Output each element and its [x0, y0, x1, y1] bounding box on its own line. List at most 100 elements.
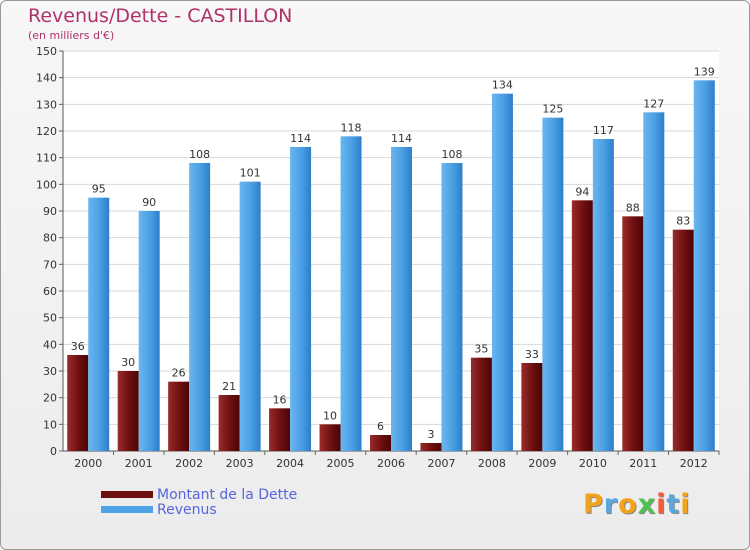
data-label-dette: 6: [377, 420, 384, 433]
bar-revenus: [88, 197, 110, 451]
data-label-dette: 33: [525, 348, 539, 361]
x-tick-label: 2002: [175, 457, 203, 470]
bar-revenus: [189, 163, 211, 451]
y-tick-label: 130: [36, 98, 57, 111]
x-tick-label: 2006: [377, 457, 405, 470]
bar-dette: [571, 200, 593, 451]
data-label-dette: 36: [71, 340, 85, 353]
bar-revenus: [138, 211, 160, 451]
data-label-revenus: 117: [593, 124, 614, 137]
proxiti-logo: Proxiti: [583, 489, 691, 520]
bar-revenus: [239, 181, 261, 451]
legend-label-revenus: Revenus: [157, 501, 217, 518]
data-label-dette: 35: [474, 343, 488, 356]
bar-revenus: [491, 93, 513, 452]
chart-subtitle: (en milliers d'€): [28, 29, 115, 42]
y-tick-label: 110: [36, 152, 57, 165]
y-tick-label: 100: [36, 178, 57, 191]
bar-revenus: [693, 80, 715, 451]
data-label-dette: 21: [222, 380, 236, 393]
legend-swatch-revenus: [101, 506, 153, 513]
y-tick-label: 0: [50, 445, 57, 458]
x-tick-label: 2011: [629, 457, 657, 470]
legend-swatch-dette: [101, 491, 153, 498]
bar-dette: [622, 216, 644, 451]
data-label-dette: 16: [273, 393, 287, 406]
data-label-revenus: 95: [92, 183, 106, 196]
y-tick-label: 20: [43, 392, 57, 405]
data-label-revenus: 125: [542, 103, 563, 116]
data-label-revenus: 90: [142, 196, 156, 209]
bar-dette: [470, 357, 492, 451]
bar-revenus: [643, 112, 665, 451]
x-tick-label: 2005: [327, 457, 355, 470]
logo-letter: o: [618, 489, 638, 520]
legend-item-dette: Montant de la Dette: [101, 486, 298, 503]
x-tick-label: 2007: [427, 457, 455, 470]
chart-legend: Montant de la Dette Revenus: [101, 486, 298, 518]
y-tick-label: 80: [43, 232, 57, 245]
y-tick-label: 60: [43, 285, 57, 298]
data-label-revenus: 114: [290, 132, 311, 145]
data-label-dette: 26: [172, 367, 186, 380]
logo-letter: i: [656, 489, 667, 520]
chart-title: Revenus/Dette - CASTILLON: [28, 5, 293, 27]
x-tick-label: 2012: [680, 457, 708, 470]
data-label-revenus: 114: [391, 132, 412, 145]
bar-dette: [67, 355, 89, 451]
bar-revenus: [542, 117, 564, 452]
logo-letter: t: [666, 489, 681, 520]
bar-dette: [218, 395, 240, 451]
data-label-revenus: 101: [240, 167, 261, 180]
y-tick-label: 10: [43, 418, 57, 431]
logo-letter: r: [603, 489, 619, 520]
data-label-revenus: 118: [341, 121, 362, 134]
y-tick-label: 150: [36, 45, 57, 58]
data-label-revenus: 108: [189, 148, 210, 161]
bar-dette: [370, 435, 391, 451]
y-tick-label: 30: [43, 365, 57, 378]
bar-dette: [672, 229, 694, 451]
data-label-revenus: 139: [694, 65, 715, 78]
data-label-dette: 94: [575, 185, 589, 198]
y-tick-label: 70: [43, 258, 57, 271]
bar-dette: [319, 424, 341, 451]
data-label-dette: 83: [676, 215, 690, 228]
bar-dette: [117, 371, 139, 451]
bar-revenus: [441, 163, 463, 451]
x-tick-label: 2009: [528, 457, 556, 470]
bar-dette: [420, 443, 442, 451]
bar-revenus: [340, 136, 362, 452]
y-tick-label: 40: [43, 338, 57, 351]
bar-dette: [269, 408, 291, 451]
y-tick-label: 140: [36, 72, 57, 85]
data-label-dette: 30: [121, 356, 135, 369]
x-tick-label: 2000: [74, 457, 102, 470]
data-label-dette: 88: [626, 201, 640, 214]
x-tick-label: 2004: [276, 457, 304, 470]
x-tick-label: 2001: [125, 457, 153, 470]
bar-dette: [521, 363, 543, 451]
x-tick-label: 2010: [579, 457, 607, 470]
data-label-revenus: 127: [643, 97, 664, 110]
legend-label-dette: Montant de la Dette: [157, 486, 298, 503]
data-label-revenus: 134: [492, 79, 513, 92]
y-tick-label: 90: [43, 205, 57, 218]
y-tick-label: 120: [36, 125, 57, 138]
logo-letter: i: [680, 489, 691, 520]
data-label-dette: 3: [427, 428, 434, 441]
x-tick-label: 2003: [226, 457, 254, 470]
y-tick-label: 50: [43, 312, 57, 325]
data-label-revenus: 108: [441, 148, 462, 161]
bar-revenus: [592, 139, 614, 451]
logo-letter: P: [583, 489, 604, 520]
bar-dette: [168, 381, 190, 451]
data-label-dette: 10: [323, 409, 337, 422]
logo-letter: x: [637, 489, 657, 520]
legend-item-revenus: Revenus: [101, 501, 297, 518]
bar-revenus: [290, 147, 312, 451]
bar-revenus: [391, 147, 412, 451]
x-tick-label: 2008: [478, 457, 506, 470]
